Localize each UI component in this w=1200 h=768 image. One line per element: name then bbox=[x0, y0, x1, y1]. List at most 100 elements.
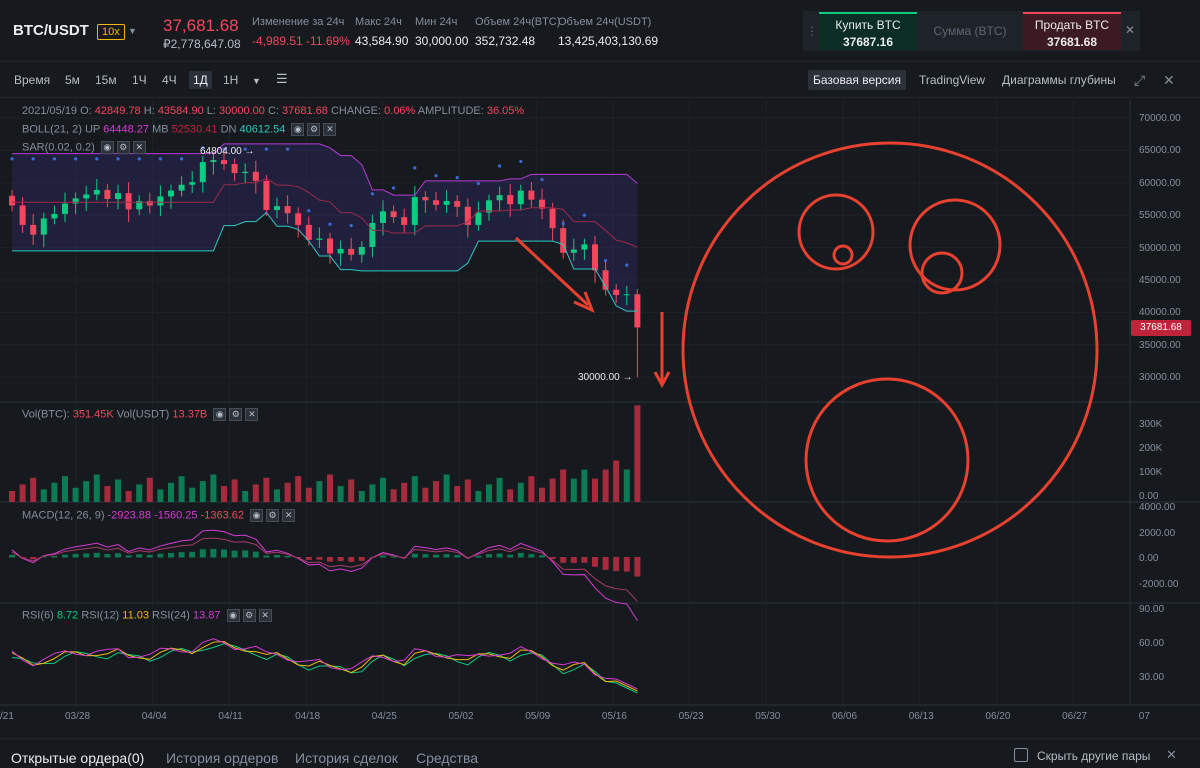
settings-sliders-icon[interactable]: ☰ bbox=[276, 71, 288, 86]
tab-interval-1d[interactable]: 1Д bbox=[189, 71, 212, 89]
close-icon[interactable]: ✕ bbox=[245, 408, 259, 421]
tab-tradingview[interactable]: TradingView bbox=[919, 73, 986, 87]
macd-histogram-bar bbox=[380, 555, 386, 558]
close-icon[interactable]: ✕ bbox=[258, 609, 272, 622]
macd-dif-line bbox=[11, 529, 638, 621]
volume-bar bbox=[316, 481, 323, 502]
stat-label: Объем 24ч(BTC) bbox=[475, 16, 561, 28]
candle-body bbox=[475, 212, 482, 225]
close-icon[interactable]: ✕ bbox=[1125, 23, 1136, 37]
bollinger-lower-line bbox=[12, 211, 638, 312]
eye-icon[interactable]: ◉ bbox=[291, 123, 305, 136]
close-icon[interactable]: ✕ bbox=[323, 123, 337, 136]
sar-dot bbox=[370, 192, 374, 196]
close-icon[interactable]: ✕ bbox=[282, 509, 296, 522]
macd-histogram-bar bbox=[221, 549, 227, 558]
hand-drawn-annotation bbox=[514, 141, 1099, 559]
pair-selector[interactable]: BTC/USDT bbox=[13, 22, 89, 39]
macd-histogram-bar bbox=[623, 557, 630, 572]
macd-series bbox=[9, 529, 641, 621]
tab-trade-history[interactable]: История сделок bbox=[295, 750, 398, 766]
volume-bar bbox=[486, 484, 492, 502]
tab-interval-15m[interactable]: 15м bbox=[95, 73, 117, 87]
eye-icon[interactable]: ◉ bbox=[213, 408, 227, 421]
hide-pairs-checkbox[interactable] bbox=[1014, 748, 1028, 762]
candle-body bbox=[570, 249, 577, 253]
chart-canvas[interactable] bbox=[0, 98, 1200, 728]
date-tick-label: 04/11 bbox=[218, 711, 243, 722]
chart-toolbar: Время 5м 15м 1Ч 4Ч 1Д 1Н ▼ ☰ Базовая вер… bbox=[0, 62, 1200, 98]
legend-sar-name: SAR(0.02, 0.2) bbox=[22, 141, 95, 154]
tab-order-history[interactable]: История ордеров bbox=[166, 750, 279, 766]
rsi-tick-label: 90.00 bbox=[1139, 604, 1165, 615]
candle-body bbox=[401, 217, 408, 225]
volume-bar bbox=[411, 476, 418, 502]
date-tick-label: 04/18 bbox=[295, 711, 321, 722]
gear-icon[interactable]: ⚙ bbox=[229, 408, 243, 421]
macd-histogram-bar bbox=[390, 556, 397, 558]
macd-histogram-bar bbox=[210, 548, 217, 558]
close-icon[interactable]: ✕ bbox=[132, 141, 146, 154]
indicator-lines bbox=[10, 143, 638, 312]
legend-rsi6: 8.72 bbox=[56, 609, 79, 622]
sar-dot bbox=[95, 157, 99, 161]
candle-body bbox=[284, 206, 291, 214]
candle-body bbox=[221, 160, 227, 165]
volume-tick-label: 0.00 bbox=[1139, 491, 1159, 502]
gear-icon[interactable]: ⚙ bbox=[307, 123, 321, 136]
macd-histogram-bar bbox=[146, 554, 153, 558]
gear-icon[interactable]: ⚙ bbox=[116, 141, 130, 154]
high-marker-value: 64804.00 bbox=[200, 146, 242, 157]
volume-bar bbox=[401, 482, 408, 502]
tab-basic-view[interactable]: Базовая версия bbox=[808, 70, 906, 90]
tab-depth-chart[interactable]: Диаграммы глубины bbox=[1002, 73, 1116, 87]
volume-bar bbox=[62, 476, 68, 502]
volume-bar bbox=[602, 469, 609, 502]
macd-histogram-bar bbox=[443, 554, 450, 558]
gear-icon[interactable]: ⚙ bbox=[266, 509, 280, 522]
eye-icon[interactable]: ◉ bbox=[250, 509, 264, 522]
macd-histogram-bar bbox=[189, 551, 196, 558]
buy-button[interactable]: Купить BTC 37687.16 bbox=[819, 12, 917, 50]
chevron-down-icon[interactable]: ▼ bbox=[252, 76, 261, 86]
leverage-badge[interactable]: 10x bbox=[97, 24, 125, 40]
candle-body bbox=[390, 211, 397, 218]
macd-tick-label: -2000.00 bbox=[1139, 578, 1179, 590]
gear-icon[interactable]: ⚙ bbox=[242, 609, 256, 622]
candle-body bbox=[30, 224, 37, 235]
eye-icon[interactable]: ◉ bbox=[226, 609, 240, 622]
date-tick-label: 03/28 bbox=[65, 711, 91, 722]
tab-open-orders[interactable]: Открытые ордера(0) bbox=[11, 750, 145, 766]
volume-bar bbox=[539, 487, 545, 502]
macd-histogram-bar bbox=[581, 557, 588, 563]
amount-input[interactable]: Сумма (BTC) bbox=[933, 24, 1007, 38]
tab-funds[interactable]: Средства bbox=[416, 750, 479, 766]
time-label[interactable]: Время bbox=[14, 73, 51, 87]
volume-bar bbox=[433, 481, 439, 502]
candlestick-series bbox=[9, 149, 641, 378]
legend-date: 2021/05/19 bbox=[22, 105, 78, 117]
volume-bar bbox=[9, 491, 15, 502]
tab-interval-5m[interactable]: 5м bbox=[65, 73, 80, 87]
tab-interval-1w[interactable]: 1Н bbox=[223, 73, 239, 87]
volume-bar bbox=[210, 474, 217, 502]
rsi-series bbox=[11, 638, 638, 694]
macd-histogram-bar bbox=[104, 554, 111, 558]
sell-button[interactable]: Продать BTC 37681.68 bbox=[1023, 12, 1121, 50]
candle-body bbox=[327, 238, 333, 254]
fullscreen-icon[interactable]: ⤢ bbox=[1134, 72, 1146, 88]
sar-dot bbox=[561, 222, 565, 226]
macd-histogram-bar bbox=[634, 557, 641, 577]
close-icon[interactable]: ✕ bbox=[1163, 72, 1175, 88]
tab-interval-1h[interactable]: 1Ч bbox=[132, 73, 147, 87]
macd-histogram-bar bbox=[549, 557, 556, 559]
eye-icon[interactable]: ◉ bbox=[100, 141, 114, 154]
close-icon[interactable]: ✕ bbox=[1166, 747, 1177, 762]
bollinger-middle-line bbox=[12, 177, 638, 248]
legend-boll-mb: 52530.41 bbox=[171, 123, 218, 136]
candle-body bbox=[411, 197, 418, 225]
candle-body bbox=[115, 193, 121, 199]
chevron-down-icon[interactable]: ▼ bbox=[128, 26, 137, 36]
tab-interval-4h[interactable]: 4Ч bbox=[162, 73, 177, 87]
volume-bar bbox=[168, 482, 174, 502]
